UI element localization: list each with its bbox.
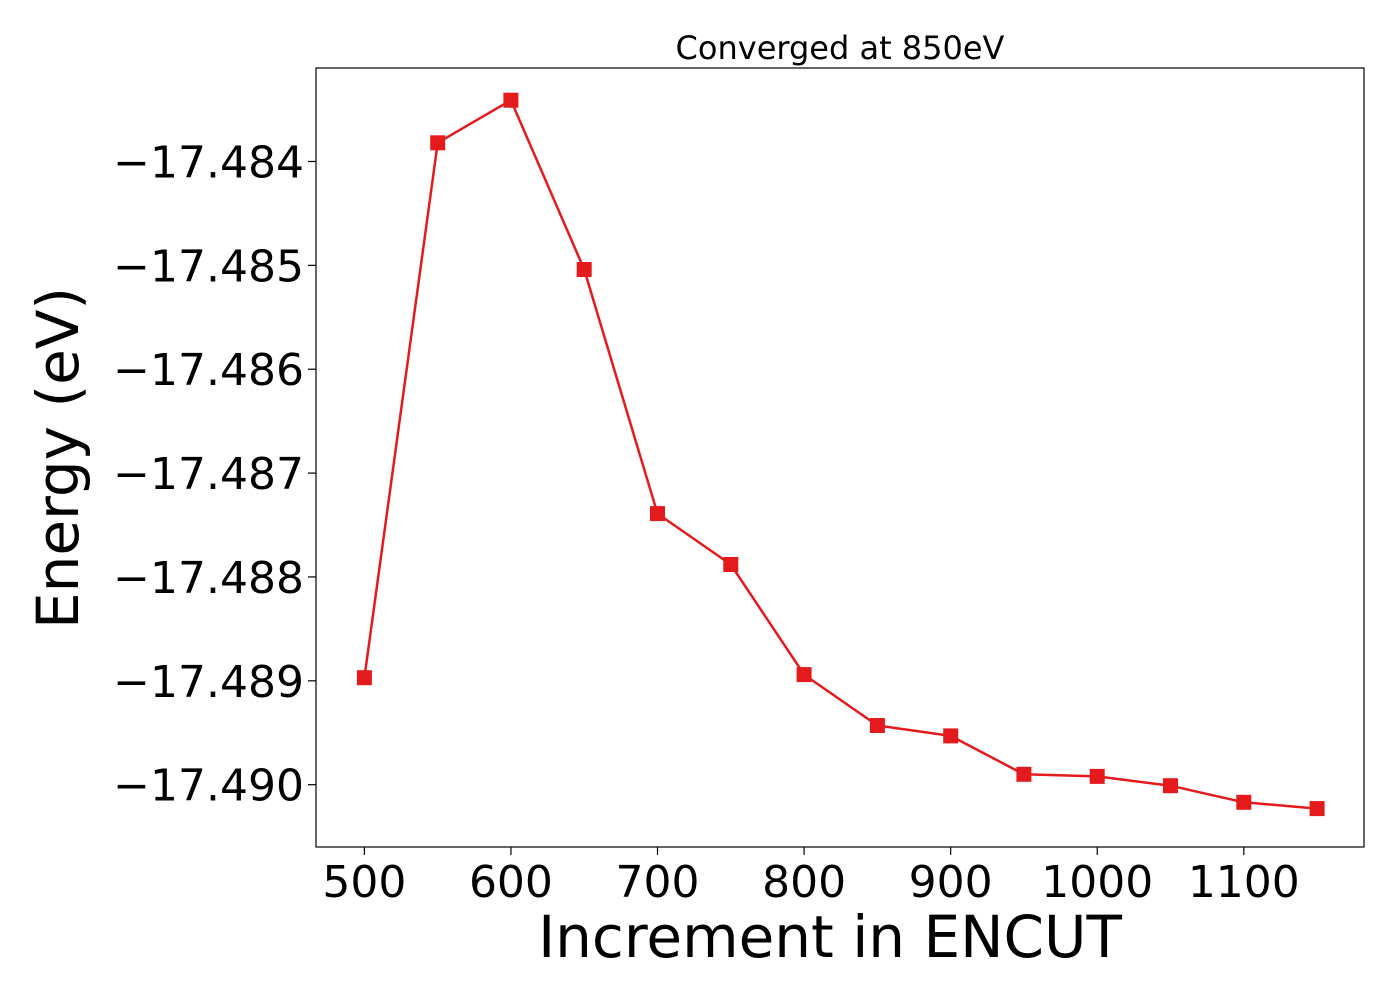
x-axis-label: Increment in ENCUT <box>538 903 1122 971</box>
y-tick-label: −17.488 <box>113 553 304 604</box>
x-axis-ticks: 500 600 700 800 900 1000 1100 <box>322 847 1300 908</box>
data-point <box>1236 794 1252 810</box>
x-tick-label: 1000 <box>1041 857 1153 908</box>
data-point <box>356 670 372 686</box>
y-tick-label: −17.487 <box>113 449 304 500</box>
y-tick-label: −17.485 <box>113 241 304 292</box>
x-tick-label: 800 <box>762 857 846 908</box>
y-tick-label: −17.490 <box>113 761 304 812</box>
y-axis-label: Energy (eV) <box>24 287 92 629</box>
data-point <box>723 557 739 572</box>
y-tick-label: −17.486 <box>113 345 304 396</box>
x-tick-label: 900 <box>909 857 993 908</box>
data-point <box>869 718 885 733</box>
data-point <box>1309 801 1325 817</box>
data-point <box>1089 768 1105 784</box>
data-point <box>943 728 959 744</box>
x-tick-label: 600 <box>469 857 553 908</box>
x-tick-label: 1100 <box>1188 857 1300 908</box>
chart-title: Converged at 850eV <box>676 29 1005 67</box>
data-series <box>356 92 1325 817</box>
y-tick-label: −17.484 <box>113 137 304 188</box>
x-tick-label: 700 <box>616 857 700 908</box>
plot-frame <box>315 67 1365 848</box>
series-line <box>363 98 1318 810</box>
data-point <box>1016 766 1032 782</box>
data-point <box>430 135 446 151</box>
data-point <box>576 262 592 277</box>
data-point <box>796 667 812 683</box>
y-tick-label: −17.489 <box>113 657 304 708</box>
data-point <box>650 506 665 522</box>
y-axis-ticks: −17.484 −17.485 −17.486 −17.487 −17.488 −17.4… <box>113 137 316 812</box>
data-point <box>1163 778 1178 794</box>
data-point <box>503 92 519 108</box>
x-tick-label: 500 <box>322 857 406 908</box>
